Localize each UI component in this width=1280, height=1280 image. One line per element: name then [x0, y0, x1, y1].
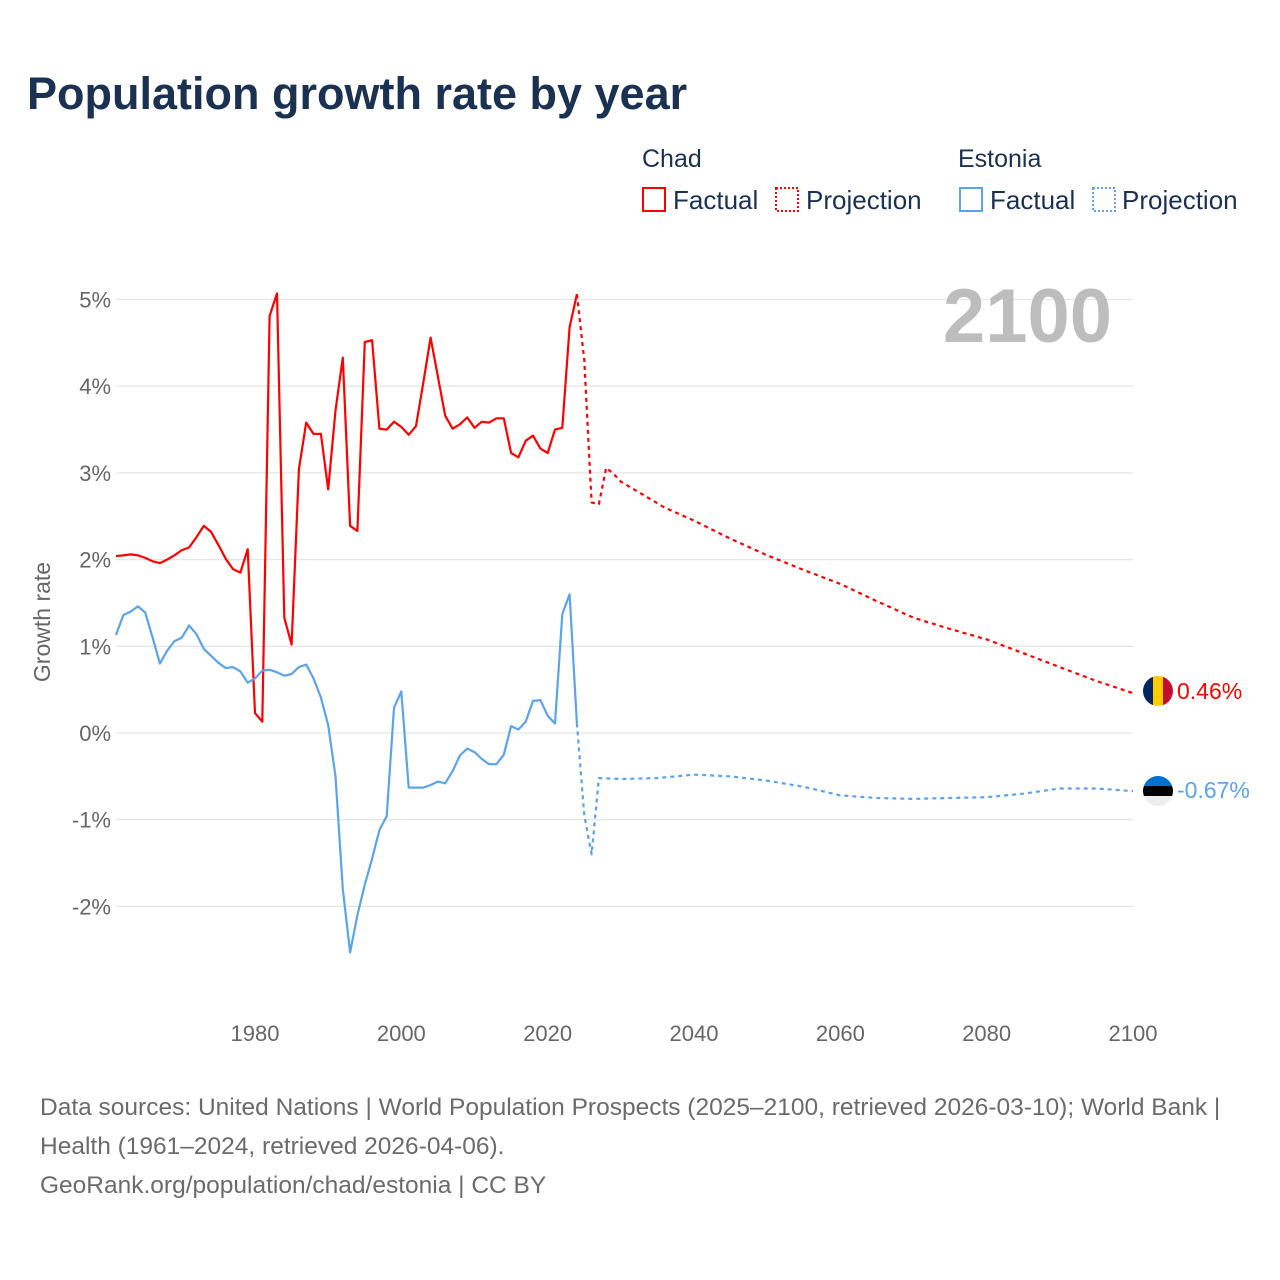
legend-estonia-factual[interactable]: Factual	[990, 185, 1075, 215]
x-tick-label: 2060	[816, 1021, 865, 1046]
x-tick-label: 2020	[523, 1021, 572, 1046]
data-sources: Data sources: United Nations | World Pop…	[40, 1094, 1221, 1160]
x-tick-label: 2040	[670, 1021, 719, 1046]
x-tick-label: 2000	[377, 1021, 426, 1046]
y-tick-label: 3%	[79, 461, 111, 486]
y-axis-ticks: 5% 4% 3% 2% 1% 0% -1% -2%	[72, 288, 111, 920]
estonia-flag-icon	[1143, 776, 1173, 806]
chad-flag-icon	[1143, 676, 1173, 706]
y-tick-label: 0%	[79, 721, 111, 746]
legend-chad-projection[interactable]: Projection	[806, 185, 922, 215]
y-tick-label: -2%	[72, 894, 111, 919]
legend: Chad Factual Projection Estonia Factual …	[642, 145, 1238, 215]
chad-projection-line	[575, 294, 1134, 695]
year-indicator: 2100	[943, 274, 1112, 359]
y-tick-label: 1%	[79, 634, 111, 659]
legend-chad-heading: Chad	[642, 145, 702, 173]
x-tick-label: 2080	[962, 1021, 1011, 1046]
legend-chad-projection-swatch[interactable]	[775, 187, 799, 212]
estonia-projection-line	[575, 723, 1134, 856]
footer: Data sources: United Nations | World Pop…	[40, 1088, 1230, 1205]
y-tick-label: 5%	[79, 288, 111, 313]
y-tick-label: 2%	[79, 548, 111, 573]
series-lines	[114, 292, 1134, 954]
estonia-end-label: -0.67%	[1177, 777, 1250, 803]
legend-chad-factual-swatch[interactable]	[642, 187, 666, 212]
y-axis-label: Growth rate	[29, 562, 55, 682]
y-tick-label: -1%	[72, 808, 111, 833]
page-title: Population growth rate by year	[27, 68, 688, 119]
chad-factual-line	[115, 292, 578, 723]
x-tick-label: 1980	[231, 1021, 280, 1046]
x-axis-ticks: 1980 2000 2020 2040 2060 2080 2100	[231, 1021, 1158, 1046]
estonia-factual-line	[114, 593, 578, 954]
legend-estonia-heading: Estonia	[958, 145, 1041, 173]
legend-estonia-projection-swatch[interactable]	[1092, 187, 1116, 212]
x-tick-label: 2100	[1109, 1021, 1158, 1046]
legend-estonia-projection[interactable]: Projection	[1122, 185, 1238, 215]
source-link[interactable]: GeoRank.org/population/chad/estonia | CC…	[40, 1172, 547, 1199]
legend-estonia-factual-swatch[interactable]	[959, 187, 983, 212]
chad-end-label: 0.46%	[1177, 678, 1242, 704]
gridlines	[116, 298, 1133, 908]
y-tick-label: 4%	[79, 374, 111, 399]
legend-chad-factual[interactable]: Factual	[673, 185, 758, 215]
